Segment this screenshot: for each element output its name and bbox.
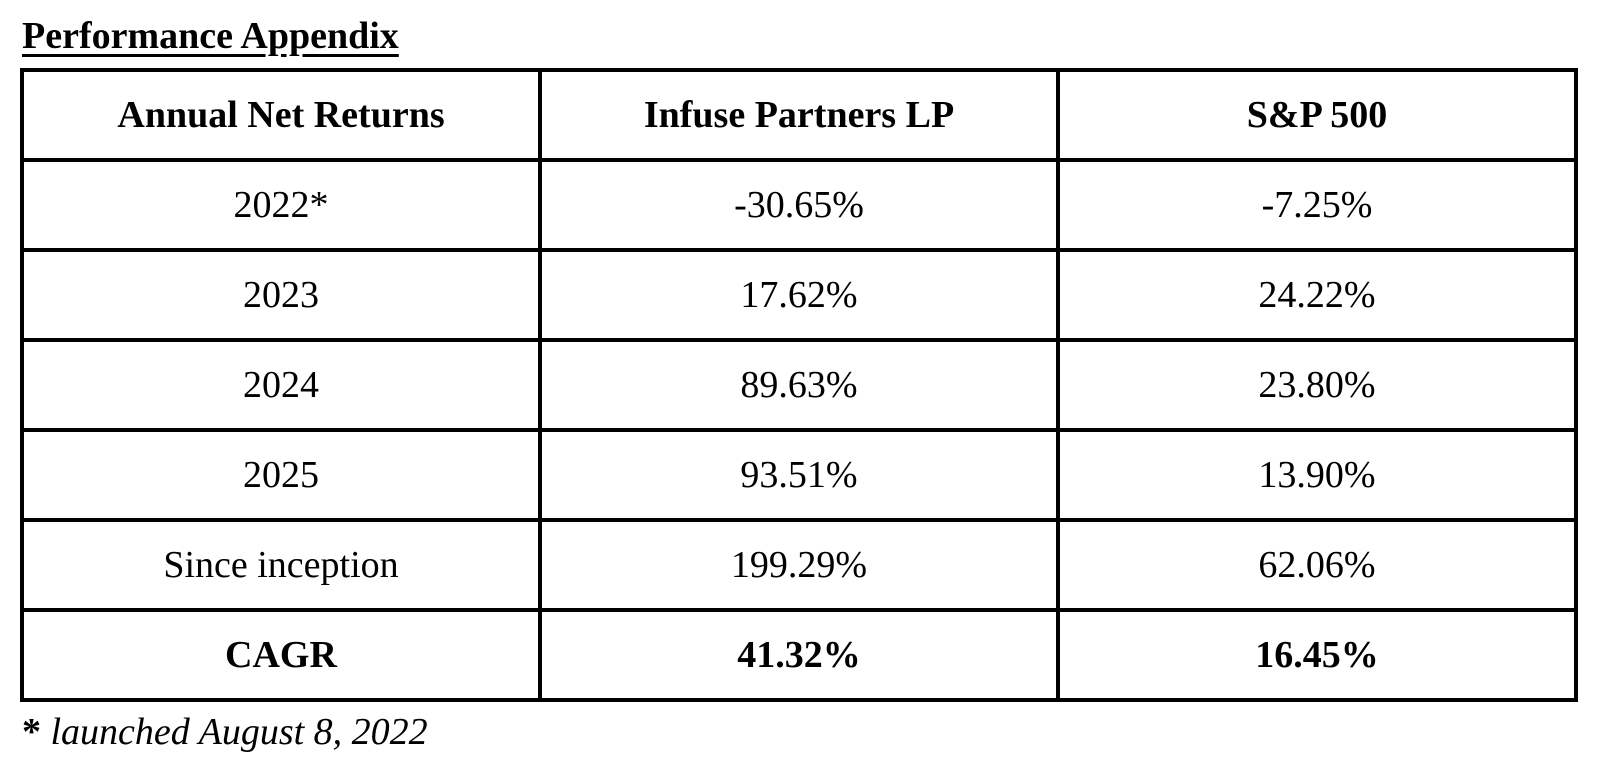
table-row: 2023 17.62% 24.22% xyxy=(20,247,1578,342)
table-row: 2022* -30.65% -7.25% xyxy=(20,157,1578,252)
table-cell-infuse: 199.29% xyxy=(538,517,1060,612)
table-body: 2022* -30.65% -7.25% 2023 17.62% 24.22% 2024 89… xyxy=(20,157,1578,702)
col-header-sp500: S&P 500 xyxy=(1056,67,1578,162)
footnote-marker: * xyxy=(22,710,41,753)
table-cell-sp500: 13.90% xyxy=(1056,427,1578,522)
table-cell-infuse: 41.32% xyxy=(538,607,1060,702)
table-cell-label: 2022* xyxy=(20,157,542,252)
table-cell-sp500: -7.25% xyxy=(1056,157,1578,252)
table-row: Since inception 199.29% 62.06% xyxy=(20,517,1578,612)
table-row: 2024 89.63% 23.80% xyxy=(20,337,1578,432)
table-cell-sp500: 24.22% xyxy=(1056,247,1578,342)
table-cell-infuse: 93.51% xyxy=(538,427,1060,522)
table-cell-label: 2024 xyxy=(20,337,542,432)
table-cell-sp500: 62.06% xyxy=(1056,517,1578,612)
footnote: * launched August 8, 2022 xyxy=(22,710,1580,756)
col-header-annual-net-returns: Annual Net Returns xyxy=(20,67,542,162)
table-row: 2025 93.51% 13.90% xyxy=(20,427,1578,522)
footnote-text: launched August 8, 2022 xyxy=(50,710,428,753)
table-cell-label: CAGR xyxy=(20,607,542,702)
table-cell-sp500: 23.80% xyxy=(1056,337,1578,432)
table-cell-label: 2023 xyxy=(20,247,542,342)
page-title: Performance Appendix xyxy=(22,15,399,57)
table-cell-infuse: 89.63% xyxy=(538,337,1060,432)
table-header-row: Annual Net Returns Infuse Partners LP S&… xyxy=(20,67,1578,162)
table-cell-sp500: 16.45% xyxy=(1056,607,1578,702)
table-cell-infuse: -30.65% xyxy=(538,157,1060,252)
table-cell-label: Since inception xyxy=(20,517,542,612)
performance-table: Annual Net Returns Infuse Partners LP S&… xyxy=(20,67,1578,702)
table-cell-infuse: 17.62% xyxy=(538,247,1060,342)
table-cell-label: 2025 xyxy=(20,427,542,522)
col-header-infuse-partners-lp: Infuse Partners LP xyxy=(538,67,1060,162)
table-row: CAGR 41.32% 16.45% xyxy=(20,607,1578,702)
